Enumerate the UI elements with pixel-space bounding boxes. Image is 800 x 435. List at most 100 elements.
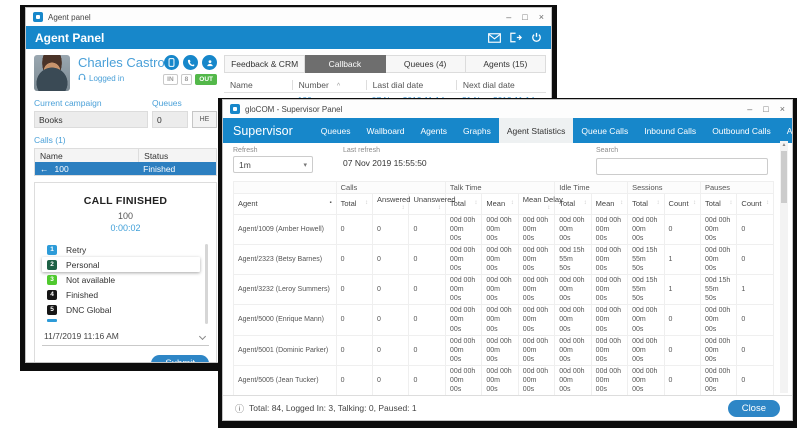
call-icon[interactable]	[183, 55, 198, 70]
scrollbar-thumb[interactable]	[781, 151, 787, 203]
disposition-personal[interactable]: 2 Personal	[42, 257, 200, 272]
cell: 0	[408, 334, 446, 366]
agent-titlebar: Agent panel – □ ×	[26, 8, 551, 26]
col-mean-delay[interactable]: Mean Delay ↕	[517, 192, 563, 215]
agent-status: Logged in	[89, 73, 125, 83]
close-button[interactable]: ×	[779, 104, 785, 114]
maximize-button[interactable]: □	[522, 12, 528, 22]
logout-icon[interactable]	[510, 32, 522, 43]
table-row[interactable]: Agent/5000 (Enrique Mann) 0 0 0 00d 00h 00m …	[233, 304, 774, 336]
cell: 0	[408, 304, 446, 336]
table-row[interactable]: Agent/3232 (Leroy Summers) 0 0 0 00d 00h 00m…	[233, 274, 774, 306]
vertical-scrollbar[interactable]: ▲	[780, 141, 788, 393]
cell: 00d 00h 00m 00s	[444, 334, 483, 366]
col-number[interactable]: Number ^	[291, 79, 366, 90]
cell: 00d 00h 00m 00s	[590, 274, 629, 306]
col-last-dial[interactable]: Last dial date	[365, 79, 456, 90]
group-empty	[233, 180, 337, 194]
supervisor-tabs: Queues Wallboard Agents Graphs Agent Statist…	[313, 118, 793, 143]
glocom-logo-icon	[230, 104, 240, 114]
cell: 00d 00h 00m 00s	[554, 334, 592, 366]
scrollbar-thumb[interactable]	[205, 244, 208, 324]
tab-agent-statistics[interactable]: Agent Statistics	[498, 118, 574, 143]
scroll-up-icon[interactable]: ▲	[781, 142, 787, 148]
table-row[interactable]: Agent/1009 (Amber Howell) 0 0 0 00d 00h 00m …	[233, 213, 774, 245]
table-row[interactable]: Agent/5001 (Dominic Parker) 0 0 0 00d 00h 00…	[233, 334, 774, 366]
disposition-finished[interactable]: 4 Finished	[42, 287, 200, 302]
callback-datetime-select[interactable]: 11/7/2019 11:16 AM	[42, 329, 209, 346]
maximize-button[interactable]: □	[763, 104, 769, 114]
disposition-number-badge: 1	[47, 244, 57, 255]
col-name[interactable]: Name	[230, 79, 253, 90]
close-panel-button[interactable]: Close	[727, 399, 780, 417]
call-row[interactable]: ← 100 Finished	[35, 162, 216, 175]
contact-person-icon[interactable]	[202, 55, 217, 70]
disposition-partial-item	[47, 319, 57, 322]
tab-queues-4[interactable]: Queues (4)	[385, 55, 466, 73]
col-answered[interactable]: Answered ↕	[372, 192, 410, 215]
supervisor-window: gloCOM - Supervisor Panel – □ × Supervis…	[222, 99, 793, 421]
caret-down-icon: ▾	[303, 161, 307, 169]
hotkey-button[interactable]: HE	[192, 111, 217, 128]
calls-col-status[interactable]: Status	[138, 149, 216, 162]
col-count[interactable]: Count ↕	[736, 192, 774, 215]
cell: 0	[372, 274, 410, 306]
tab-inbound-calls[interactable]: Inbound Calls	[644, 125, 697, 136]
cell: 00d 00h 00m 00s	[481, 304, 519, 336]
queues-input[interactable]: 0	[152, 111, 188, 128]
minimize-button[interactable]: –	[747, 104, 753, 114]
glocom-logo-icon	[33, 12, 43, 22]
cell: 00d 15h 55m 50s	[627, 243, 665, 276]
close-button[interactable]: ×	[538, 12, 544, 22]
cell: 0	[408, 213, 446, 245]
col-total[interactable]: Total ↕	[335, 192, 374, 215]
disposition-retry[interactable]: 1 Retry	[42, 242, 200, 257]
disposition-not-available[interactable]: 3 Not available	[42, 272, 200, 287]
tab-feedback-crm[interactable]: Feedback & CRM	[224, 55, 306, 73]
sort-icon: ↕	[620, 200, 624, 206]
col-mean[interactable]: Mean ↕	[481, 192, 519, 215]
col-unanswered[interactable]: Unanswered ↕	[408, 192, 456, 215]
tab-wallboard[interactable]: Wallboard	[366, 125, 405, 136]
sort-icon: ↕	[547, 204, 551, 211]
tab-agents[interactable]: Agents	[420, 125, 447, 136]
tab-graphs[interactable]: Graphs	[462, 125, 491, 136]
calls-col-name[interactable]: Name	[40, 150, 63, 161]
col-next-dial[interactable]: Next dial date	[455, 79, 546, 90]
cell: 00d 00h 00m 00s	[517, 334, 556, 366]
tab-alerts[interactable]: Alerts	[786, 125, 793, 136]
tab-agents-15[interactable]: Agents (15)	[465, 55, 546, 73]
cell: 00d 00h 00m 00s	[517, 274, 556, 306]
search-input[interactable]	[596, 157, 768, 175]
tab-queues[interactable]: Queues	[320, 125, 351, 136]
tab-callback[interactable]: Callback	[305, 55, 386, 73]
cell: 0	[335, 243, 374, 276]
cell: 0	[736, 334, 774, 366]
minimize-button[interactable]: –	[506, 12, 512, 22]
col-total[interactable]: Total ↕	[699, 192, 738, 215]
datetime-value: 11/7/2019 11:16 AM	[44, 331, 119, 341]
col-count[interactable]: Count ↕	[663, 192, 701, 215]
submit-button[interactable]: Submit	[151, 355, 209, 362]
col-total[interactable]: Total ↕	[627, 192, 665, 215]
col-agent[interactable]: Agent ▪	[233, 192, 337, 215]
column-label: Mean	[595, 199, 615, 208]
disposition-dnc-global[interactable]: 5 DNC Global	[42, 302, 200, 317]
refresh-select[interactable]: 1m ▾	[233, 156, 313, 173]
cell: Agent/2323 (Betsy Barnes)	[233, 243, 337, 276]
power-icon[interactable]	[531, 32, 542, 43]
tab-outbound-calls[interactable]: Outbound Calls	[712, 125, 771, 136]
cell: 1	[663, 274, 701, 306]
column-label: Total	[449, 199, 466, 208]
campaign-input[interactable]: Books	[34, 111, 148, 128]
messages-icon[interactable]	[488, 32, 501, 43]
table-row[interactable]: Agent/2323 (Betsy Barnes) 0 0 0 00d 00h 00m …	[233, 243, 774, 276]
tab-queue-calls[interactable]: Queue Calls	[581, 125, 629, 136]
mobile-phone-icon[interactable]	[164, 55, 179, 70]
col-total[interactable]: Total ↕	[444, 192, 483, 215]
cell: 0	[335, 213, 374, 245]
col-mean[interactable]: Mean ↕	[590, 192, 629, 215]
table-row[interactable]: Agent/5005 (Jean Tucker) 0 0 0 00d 00h 00m 0…	[233, 364, 774, 395]
cell: 00d 00h 00m 00s	[481, 334, 519, 366]
